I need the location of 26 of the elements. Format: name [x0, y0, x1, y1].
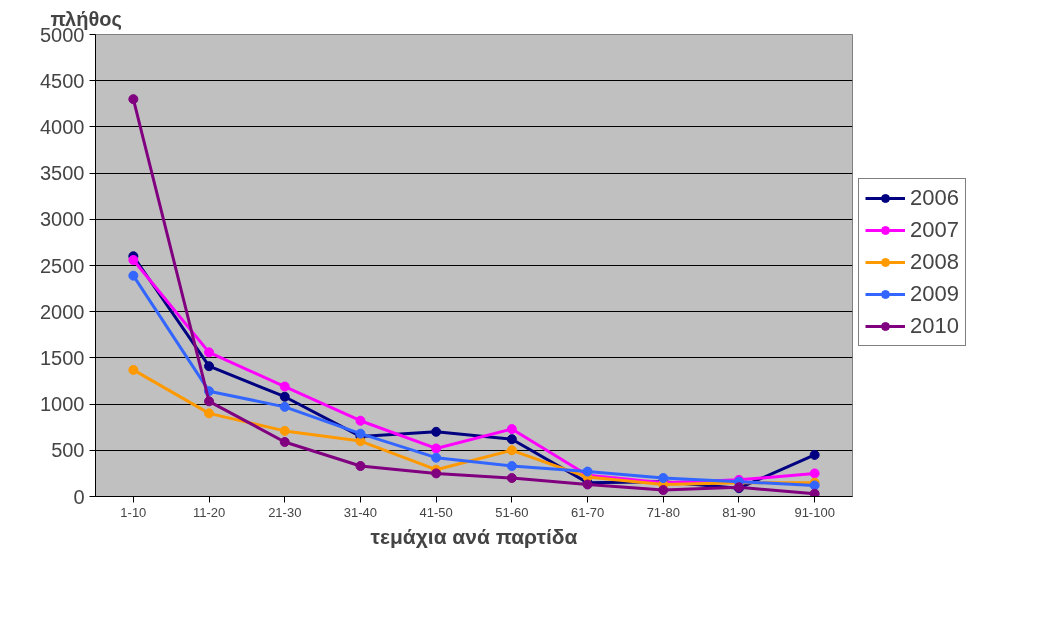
y-tick-label: 2000 [40, 300, 85, 323]
x-tick-label: 91-100 [794, 504, 835, 520]
x-tick-label: 41-50 [419, 504, 453, 520]
legend-label: 2006 [910, 185, 959, 211]
y-tick-label: 1000 [40, 393, 85, 416]
y-tick-label: 2500 [40, 254, 85, 277]
x-tick-label: 21-30 [268, 504, 302, 520]
x-axis-title: τεμάχια ανά παρτίδα [370, 524, 578, 548]
legend-label: 2009 [910, 281, 959, 307]
x-tick-label: 1-10 [120, 504, 147, 520]
y-tick-label: 1500 [40, 346, 85, 369]
y-tick-label: 4000 [40, 115, 85, 138]
legend-label: 2008 [910, 249, 959, 275]
legend-label: 2007 [910, 217, 959, 243]
x-tick-label: 61-70 [570, 504, 605, 520]
y-tick-label: 500 [51, 439, 85, 462]
x-tick-label: 11-20 [192, 504, 226, 520]
legend-label: 2010 [910, 313, 959, 339]
y-tick-label: 4500 [40, 69, 85, 92]
x-tick-label: 71-80 [646, 504, 680, 520]
y-tick-label: 0 [73, 485, 85, 508]
x-tick-label: 81-90 [722, 504, 756, 520]
x-tick-label: 51-60 [495, 504, 529, 520]
y-tick-label: 3500 [40, 162, 85, 185]
x-tick-label: 31-40 [343, 504, 378, 520]
y-tick-label: 3000 [40, 208, 85, 231]
